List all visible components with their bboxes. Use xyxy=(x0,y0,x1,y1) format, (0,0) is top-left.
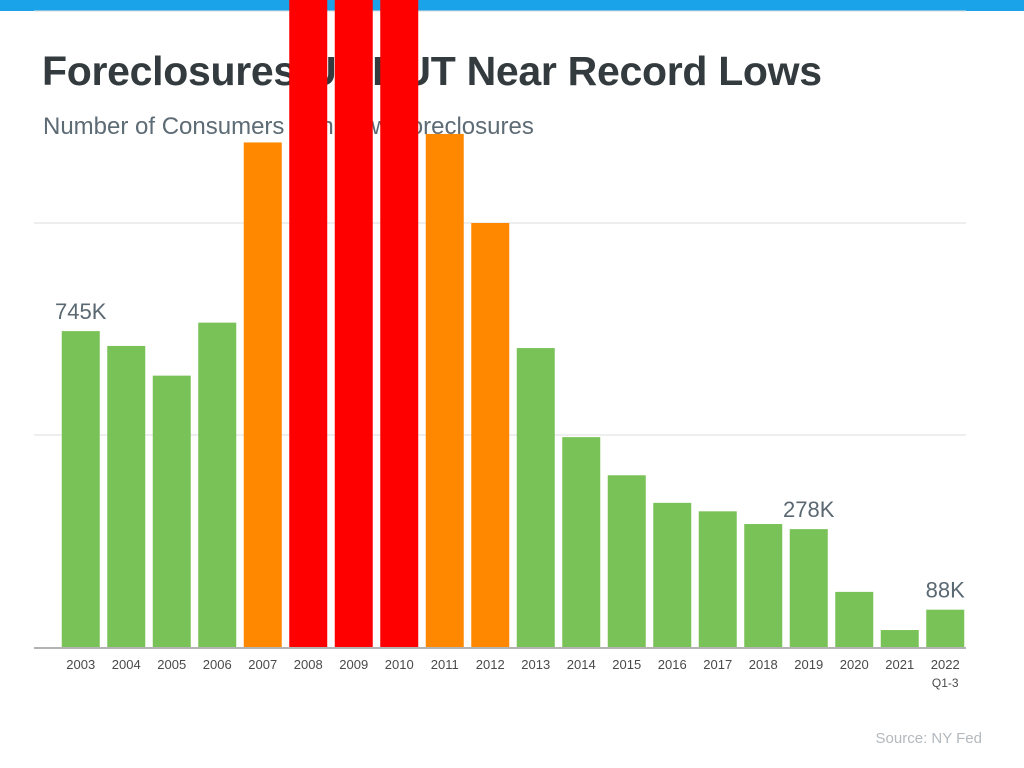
x-tick-label: 2014 xyxy=(567,657,596,672)
x-tick-label: 2013 xyxy=(521,657,550,672)
data-label: 745K xyxy=(55,299,107,324)
x-tick-sublabel: Q1-3 xyxy=(932,676,959,690)
bar-2019 xyxy=(789,529,828,647)
x-tick-label: 2017 xyxy=(703,657,732,672)
bar-2008 xyxy=(289,0,328,647)
bar-2005 xyxy=(152,375,191,647)
bar-2021 xyxy=(880,630,919,647)
top-accent-stripe xyxy=(0,0,1024,11)
bar-2003 xyxy=(61,331,100,647)
bar-2013 xyxy=(516,348,555,647)
source-text: Source: NY Fed xyxy=(875,730,982,747)
bar-2006 xyxy=(198,322,237,647)
page-title: Foreclosures Up BUT Near Record Lows xyxy=(42,48,822,94)
x-tick-label: 2018 xyxy=(749,657,778,672)
x-tick-label: 2019 xyxy=(794,657,823,672)
x-tick-label: 2010 xyxy=(385,657,414,672)
bar-2009 xyxy=(334,0,373,648)
bar-2007 xyxy=(243,142,282,647)
x-tick-label: 2005 xyxy=(157,657,186,672)
x-tick-label: 2004 xyxy=(112,657,141,672)
bar-2020 xyxy=(835,591,874,647)
x-tick-label: 2003 xyxy=(66,657,95,672)
data-label: 88K xyxy=(926,578,965,603)
bar-2018 xyxy=(744,524,783,647)
x-tick-label: 2011 xyxy=(431,657,459,672)
source-note: Source: NY Fed xyxy=(876,730,982,747)
bar-2017 xyxy=(698,511,737,647)
x-tick-label: 2022 xyxy=(931,657,960,672)
bar-2010 xyxy=(380,0,419,648)
x-tick-label: 2016 xyxy=(658,657,687,672)
x-tick-label: 2007 xyxy=(248,657,277,672)
x-tick-label: 2009 xyxy=(339,657,368,672)
x-tick-label: 2006 xyxy=(203,657,232,672)
bar-2004 xyxy=(107,345,146,647)
x-tick-label: 2008 xyxy=(294,657,323,672)
bar-2015 xyxy=(607,475,646,647)
x-tick-label: 2021 xyxy=(885,657,914,672)
bar-2012 xyxy=(471,223,510,647)
bar-2014 xyxy=(562,437,601,647)
x-tick-label: 2012 xyxy=(476,657,505,672)
bar-2016 xyxy=(653,502,692,647)
data-label: 278K xyxy=(783,497,835,522)
x-tick-label: 2020 xyxy=(840,657,869,672)
bar-2011 xyxy=(425,133,464,647)
x-tick-label: 2015 xyxy=(612,657,641,672)
bar-2022 xyxy=(926,609,965,647)
